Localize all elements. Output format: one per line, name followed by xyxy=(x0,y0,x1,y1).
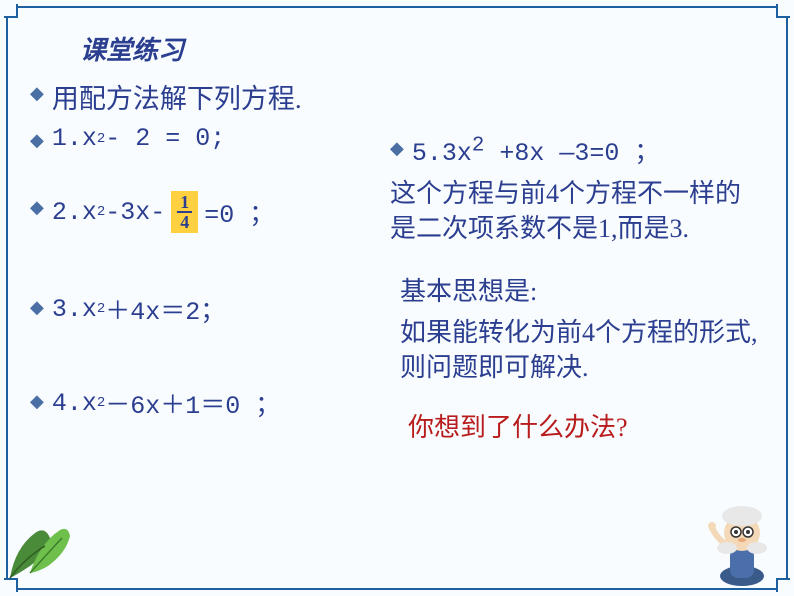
eq3-line: ◆ 3.x2＋4x＝2； xyxy=(30,291,390,327)
eq4-line: ◆ 4.x2－6x＋1＝0 ； xyxy=(30,385,390,421)
eq4-post: －6x＋1＝0 ； xyxy=(105,385,280,421)
eq5-post: +8x —3=0 ； xyxy=(484,139,659,168)
corner-tr xyxy=(776,4,790,18)
eq1-post: - 2 = 0; xyxy=(105,124,225,153)
fraction-1-4: 1 4 xyxy=(171,191,198,233)
eq3-sup: 2 xyxy=(97,301,105,317)
explanation-1: 这个方程与前4个方程不一样的是二次项系数不是1,而是3. xyxy=(390,176,764,246)
eq2-mid: -3x- xyxy=(105,198,165,227)
eq1-pre: 1.x xyxy=(52,124,97,153)
idea-text: 如果能转化为前4个方程的形式,则问题即可解决. xyxy=(400,315,764,385)
eq2-pre: 2.x xyxy=(52,198,97,227)
leaf-icon xyxy=(0,508,80,588)
fraction-numerator: 1 xyxy=(177,193,192,213)
eq5-sup: 2 xyxy=(472,135,485,158)
bullet-icon: ◆ xyxy=(30,83,44,104)
slide-content: 课堂练习 ◆ 用配方法解下列方程. ◆ 1.x2 - 2 = 0; ◆ 2.x2… xyxy=(30,30,764,566)
corner-tl xyxy=(4,4,18,18)
eq4-pre: 4.x xyxy=(52,389,97,418)
eq5-line: ◆ 5.3x2 +8x —3=0 ； xyxy=(390,132,764,168)
eq4-sup: 2 xyxy=(97,395,105,411)
eq3-pre: 3.x xyxy=(52,295,97,324)
eq1-line: ◆ 1.x2 - 2 = 0; xyxy=(30,124,390,153)
intro-text: 用配方法解下列方程. xyxy=(52,77,302,116)
eq3-post: ＋4x＝2； xyxy=(105,291,225,327)
equation-1: 1.x2 - 2 = 0; xyxy=(52,124,225,153)
bullet-icon: ◆ xyxy=(30,197,44,218)
bullet-icon: ◆ xyxy=(390,138,404,159)
eq5-pre: 5.3x xyxy=(412,139,472,168)
slide-title: 课堂练习 xyxy=(80,30,764,67)
bullet-icon: ◆ xyxy=(30,130,44,151)
eq2-sup: 2 xyxy=(97,204,105,220)
right-column: ◆ 5.3x2 +8x —3=0 ； 这个方程与前4个方程不一样的是二次项系数不… xyxy=(390,77,764,444)
fraction-denominator: 4 xyxy=(177,213,192,231)
idea-block: 基本思想是: 如果能转化为前4个方程的形式,则问题即可解决. xyxy=(400,274,764,385)
equation-2: 2.x2 -3x- 1 4 =0 ； xyxy=(52,191,274,233)
professor-icon xyxy=(702,498,782,588)
eq2-post: =0 ； xyxy=(204,194,274,230)
equation-5: 5.3x2 +8x —3=0 ； xyxy=(412,132,660,168)
bullet-icon: ◆ xyxy=(30,391,44,412)
bullet-icon: ◆ xyxy=(30,297,44,318)
equation-4: 4.x2－6x＋1＝0 ； xyxy=(52,385,280,421)
intro-line: ◆ 用配方法解下列方程. xyxy=(30,77,390,116)
eq1-sup: 2 xyxy=(97,131,105,147)
columns: ◆ 用配方法解下列方程. ◆ 1.x2 - 2 = 0; ◆ 2.x2 -3x-… xyxy=(30,77,764,444)
question-text: 你想到了什么办法? xyxy=(408,407,764,444)
left-column: ◆ 用配方法解下列方程. ◆ 1.x2 - 2 = 0; ◆ 2.x2 -3x-… xyxy=(30,77,390,444)
idea-label: 基本思想是: xyxy=(400,274,764,309)
eq2-line: ◆ 2.x2 -3x- 1 4 =0 ； xyxy=(30,191,390,233)
equation-3: 3.x2＋4x＝2； xyxy=(52,291,225,327)
